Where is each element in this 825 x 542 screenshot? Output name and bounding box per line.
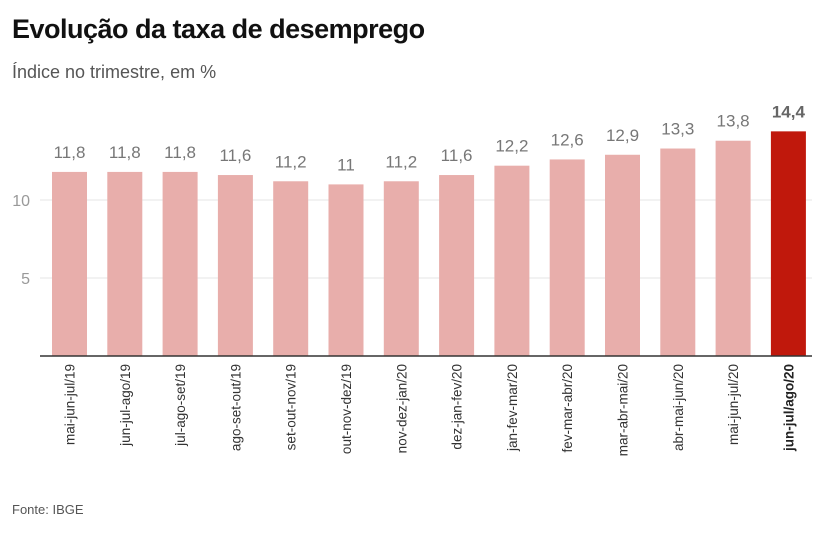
- data-label: 11,6: [441, 146, 473, 165]
- bar: [605, 154, 640, 356]
- y-tick-label: 5: [21, 271, 30, 288]
- y-tick-label: 10: [12, 193, 30, 210]
- x-tick-label: abr-mai-jun/20: [671, 364, 686, 451]
- x-tick-label: jun-jul-ago/19: [118, 364, 133, 447]
- bar: [52, 171, 87, 356]
- x-tick-label: mai-jun-jul/19: [63, 364, 78, 445]
- data-label: 13,8: [717, 112, 750, 131]
- x-tick-label: jan-fev-mar/20: [505, 364, 520, 452]
- chart-subtitle: Índice no trimestre, em %: [12, 62, 217, 82]
- bar: [770, 131, 806, 356]
- x-tick-label: fev-mar-abr/20: [560, 364, 575, 453]
- data-label: 11: [337, 155, 355, 174]
- data-label: 11,2: [385, 152, 417, 171]
- bar: [383, 181, 419, 356]
- data-label: 11,8: [164, 143, 196, 162]
- bar: [549, 159, 585, 356]
- data-label: 11,2: [275, 152, 307, 171]
- x-tick-label: out-nov-dez/19: [339, 364, 354, 454]
- source-note: Fonte: IBGE: [12, 502, 84, 517]
- data-label: 11,8: [109, 143, 141, 162]
- bar: [494, 165, 530, 356]
- data-label: 11,6: [219, 146, 251, 165]
- bar: [715, 140, 751, 356]
- bar: [439, 175, 475, 356]
- x-tick-label: mai-jun-jul/20: [726, 364, 741, 445]
- bar: [217, 175, 253, 356]
- bar: [162, 171, 198, 356]
- data-label: 12,2: [495, 137, 528, 156]
- data-label: 13,3: [661, 120, 694, 139]
- bar: [328, 184, 364, 356]
- data-label: 11,8: [54, 143, 86, 162]
- bar: [660, 148, 696, 356]
- x-tick-label: jul-ago-set/19: [173, 364, 188, 447]
- x-tick-label: set-out-nov/19: [284, 364, 299, 450]
- x-tick-label: mar-abr-mai/20: [616, 364, 631, 456]
- data-label: 12,9: [606, 126, 639, 145]
- data-label: 12,6: [551, 130, 584, 149]
- data-label: 14,4: [772, 102, 806, 121]
- chart-title: Evolução da taxa de desemprego: [12, 14, 425, 44]
- bar: [273, 181, 309, 356]
- x-tick-label: dez-jan-fev/20: [450, 364, 465, 450]
- x-tick-label: nov-dez-jan/20: [394, 364, 409, 453]
- x-tick-label: ago-set-out/19: [228, 364, 243, 451]
- bar: [107, 171, 143, 356]
- x-tick-label: jun-jul/ago/20: [781, 364, 796, 452]
